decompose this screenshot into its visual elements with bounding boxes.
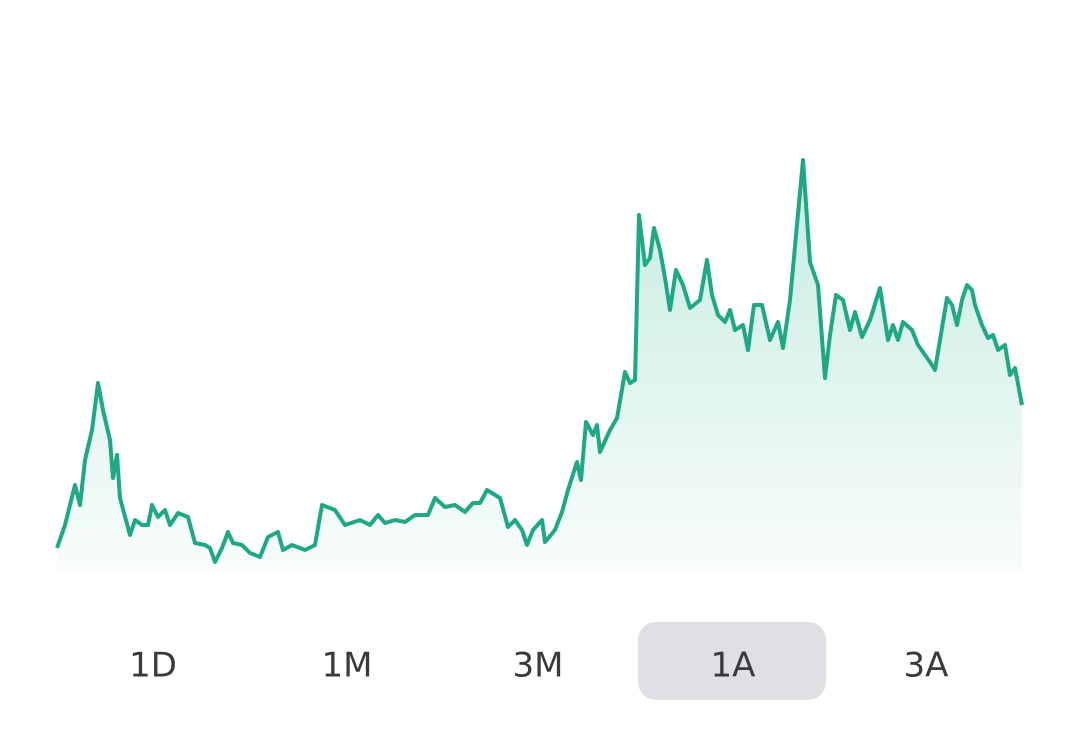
range-label: 1A [711,646,756,686]
area-fill [57,160,1022,570]
range-label: 3A [904,646,949,686]
range-button[interactable]: 1M [322,646,373,686]
selected-pill [638,622,826,700]
range-button[interactable]: 1D [129,646,177,686]
range-label: 3M [513,646,564,686]
range-label: 1M [322,646,373,686]
range-button[interactable]: 3A [904,646,949,686]
range-button[interactable]: 1A [638,622,826,700]
range-label: 1D [129,646,177,686]
range-button[interactable]: 3M [513,646,564,686]
range-selector: 1D 1M 3M 1A 3A [129,622,948,700]
price-line [55,158,1024,564]
price-chart [55,158,1024,570]
